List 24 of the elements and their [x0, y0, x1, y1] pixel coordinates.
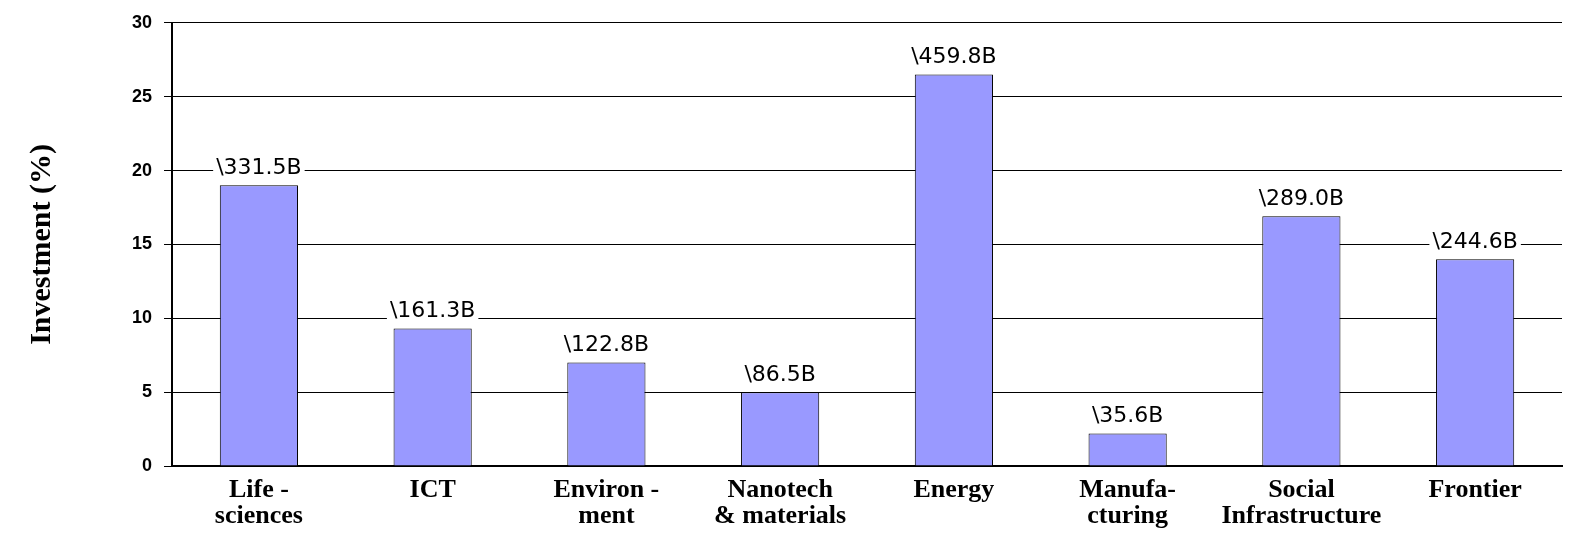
y-tick-label: 25: [131, 85, 153, 106]
x-tick-label: ICT: [409, 473, 456, 503]
y-axis-title: Investment (%): [22, 143, 57, 345]
annotation: \86.5B: [744, 360, 816, 386]
annotation: \289.0B: [1258, 185, 1345, 211]
y-tick-label: 30: [131, 11, 153, 32]
x-tick-label: Manufa- cturing: [1079, 473, 1177, 529]
annotation: \331.5B: [216, 154, 302, 180]
x-tick-label: Environ - ment: [553, 473, 660, 529]
x-tick-label: Social Infrastructure: [1221, 473, 1382, 529]
annotation: \122.8B: [563, 331, 650, 357]
y-tick-label: 0: [142, 454, 153, 475]
y-tick-label: 20: [131, 159, 153, 180]
x-tick-label: Life - sciences: [214, 473, 303, 529]
annotation: \244.6B: [1432, 227, 1518, 253]
y-tick-label: 5: [142, 381, 153, 402]
annotation: \459.8B: [911, 43, 997, 69]
x-tick-label: Nanotech & materials: [714, 473, 847, 529]
y-tick-label: 15: [131, 233, 153, 254]
x-tick-label: Frontier: [1428, 473, 1522, 503]
x-tick-label: Energy: [913, 473, 995, 503]
y-tick-label: 10: [131, 307, 153, 328]
annotation: \35.6B: [1091, 402, 1164, 428]
annotation: \161.3B: [389, 297, 476, 323]
